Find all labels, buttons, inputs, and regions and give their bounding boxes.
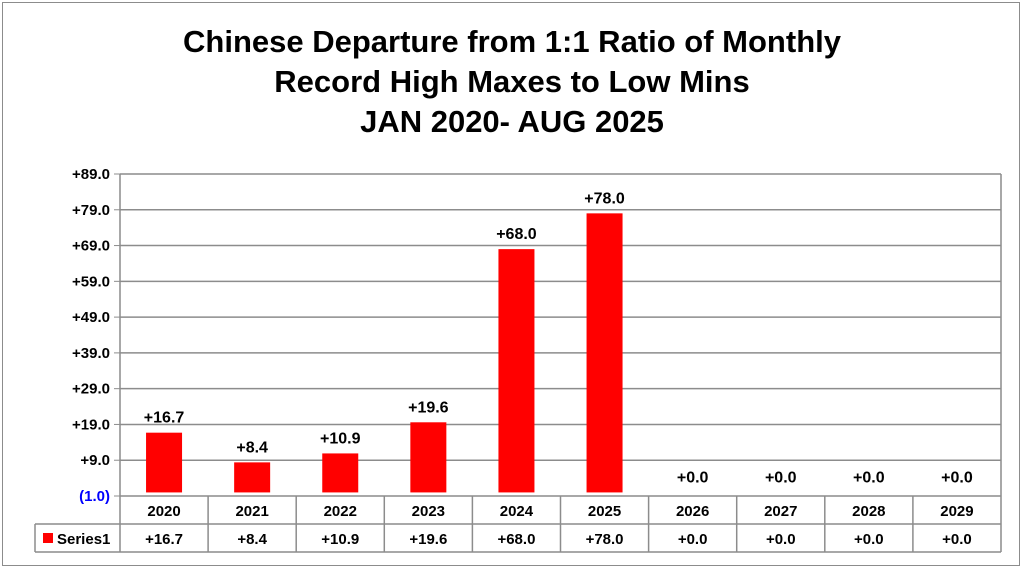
legend-key-series1 — [43, 533, 53, 543]
data-label: +19.6 — [408, 399, 449, 416]
gridlines — [120, 173, 1001, 461]
x-category-label: 2024 — [500, 503, 534, 520]
table-value: +19.6 — [409, 531, 447, 548]
y-tick-label: +19.0 — [72, 416, 110, 433]
bar — [410, 422, 447, 493]
table-value: +0.0 — [854, 531, 884, 548]
y-tick-label: +29.0 — [72, 381, 110, 398]
data-label: +10.9 — [320, 430, 361, 447]
bar — [234, 462, 271, 493]
bar — [586, 213, 623, 493]
y-tick-label: +89.0 — [72, 166, 110, 183]
table-value: +78.0 — [586, 531, 624, 548]
y-tick-label: +39.0 — [72, 345, 110, 362]
data-labels: +16.7 +8.4 +10.9 +19.6 +68.0 +78.0 +0.0 +0.0 +0.… — [144, 190, 973, 486]
chart-title-line-3: JAN 2020- AUG 2025 — [360, 104, 664, 139]
x-category-label: 2026 — [676, 503, 709, 520]
data-label: +16.7 — [144, 410, 185, 427]
data-label: +68.0 — [496, 226, 537, 243]
data-table: 2020 +16.7 2021 +8.4 2022 +10.9 2023 +19.6 2024 +… — [34, 495, 1001, 553]
x-category-label: 2028 — [852, 503, 885, 520]
chart-title: Chinese Departure from 1:1 Ratio of Mont… — [0, 22, 1024, 142]
x-category-label: 2027 — [764, 503, 797, 520]
y-tick-label: +49.0 — [72, 309, 110, 326]
x-category-label: 2029 — [940, 503, 973, 520]
bar — [498, 249, 535, 493]
table-value: +8.4 — [237, 531, 267, 548]
bar — [322, 453, 359, 493]
table-value: +0.0 — [678, 531, 708, 548]
data-label: +8.4 — [236, 439, 268, 456]
data-label: +0.0 — [941, 469, 973, 486]
data-label: +0.0 — [853, 469, 885, 486]
table-value: +10.9 — [321, 531, 359, 548]
bars — [146, 213, 623, 493]
chart-title-line-1: Chinese Departure from 1:1 Ratio of Mont… — [183, 24, 841, 59]
data-label: +78.0 — [584, 190, 625, 207]
table-value: +0.0 — [766, 531, 796, 548]
chart-title-line-2: Record High Maxes to Low Mins — [274, 64, 750, 99]
bar — [146, 432, 183, 493]
x-category-label: 2020 — [147, 503, 180, 520]
y-tick-label: +69.0 — [72, 238, 110, 255]
data-label: +0.0 — [765, 469, 797, 486]
x-category-label: 2023 — [412, 503, 445, 520]
x-category-label: 2021 — [235, 503, 268, 520]
y-tick-label: +59.0 — [72, 273, 110, 290]
table-value: +68.0 — [497, 531, 535, 548]
data-label: +0.0 — [677, 469, 709, 486]
table-value: +0.0 — [942, 531, 972, 548]
y-tick-label: (1.0) — [79, 488, 110, 505]
legend-label-series1: Series1 — [57, 531, 110, 548]
y-tick-label: +79.0 — [72, 202, 110, 219]
table-value: +16.7 — [145, 531, 183, 548]
x-category-label: 2022 — [324, 503, 357, 520]
y-axis: (1.0) +9.0 +19.0 +29.0 +39.0 +49.0 +59.0 +69.0 +… — [72, 166, 1002, 552]
x-category-label: 2025 — [588, 503, 621, 520]
y-tick-label: +9.0 — [80, 452, 110, 469]
